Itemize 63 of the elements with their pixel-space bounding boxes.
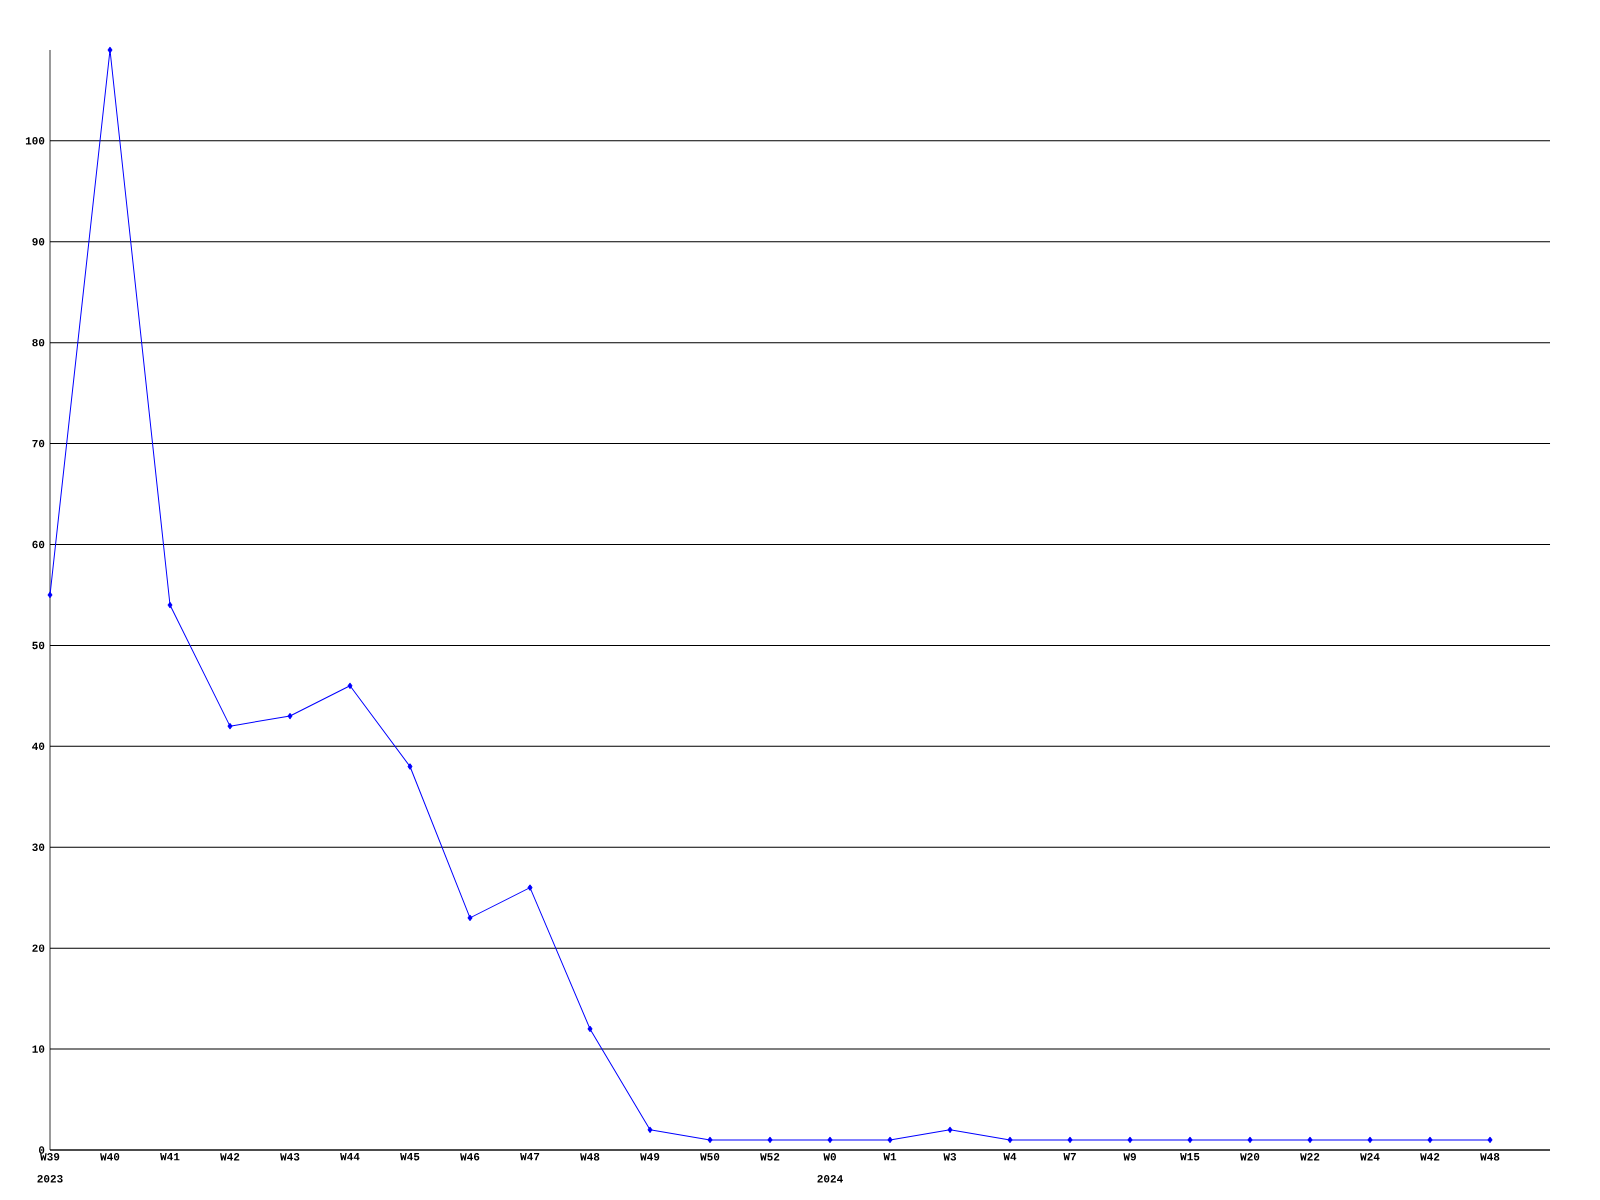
y-tick-label: 50 xyxy=(32,641,45,650)
x-tick-label: W42 xyxy=(220,1153,240,1161)
x-tick-label: W45 xyxy=(400,1153,420,1161)
point xyxy=(707,1136,713,1144)
x-tick-label: W9 xyxy=(1123,1153,1136,1161)
x-tick-label: W15 xyxy=(1180,1153,1200,1161)
x-tick-label: W43 xyxy=(280,1153,300,1161)
y-tick-label: 60 xyxy=(32,540,45,549)
y-tick-label: 80 xyxy=(32,338,45,347)
point xyxy=(887,1136,893,1144)
y-tick-label: 90 xyxy=(32,237,45,246)
x-tick-label: W3 xyxy=(943,1153,957,1161)
x-tick-label: W40 xyxy=(100,1153,120,1161)
x-tick-label: W22 xyxy=(1300,1153,1320,1161)
x-tick-label: W7 xyxy=(1063,1153,1076,1161)
x-tick-label: W39 xyxy=(40,1153,60,1161)
x-tick-label: W24 xyxy=(1360,1153,1380,1161)
x-tick-label: W52 xyxy=(760,1153,780,1161)
point xyxy=(587,1025,593,1032)
y-tick-label: 10 xyxy=(32,1045,45,1053)
text: 2024 xyxy=(817,1175,843,1183)
point xyxy=(647,1126,653,1133)
x-tick-label: W46 xyxy=(460,1153,480,1161)
point xyxy=(1007,1136,1013,1144)
point xyxy=(1487,1136,1493,1144)
point xyxy=(1427,1136,1433,1144)
x-tick-label: W1 xyxy=(883,1153,897,1161)
text: 2023 xyxy=(37,1175,63,1183)
point xyxy=(1187,1136,1193,1144)
point xyxy=(227,723,233,730)
point xyxy=(407,763,413,770)
y-tick-label: 0 xyxy=(38,1146,45,1154)
x-tick-label: W48 xyxy=(580,1153,600,1161)
point xyxy=(287,712,293,720)
point xyxy=(767,1136,773,1144)
point xyxy=(167,601,173,609)
x-tick-label: W44 xyxy=(340,1153,360,1161)
point xyxy=(107,46,113,54)
x-tick-label: W47 xyxy=(520,1153,540,1161)
point xyxy=(347,682,353,689)
y-tick-label: 20 xyxy=(32,944,45,952)
point xyxy=(947,1126,953,1133)
y-tick-label: 40 xyxy=(32,742,45,751)
point xyxy=(47,591,53,599)
point xyxy=(1247,1136,1253,1144)
x-tick-label: W49 xyxy=(640,1153,660,1161)
x-tick-label: W4 xyxy=(1003,1153,1017,1161)
point xyxy=(527,884,533,891)
y-tick-label: 70 xyxy=(32,439,45,448)
x-tick-label: W48 xyxy=(1480,1153,1500,1161)
y-tick-label: 100 xyxy=(25,137,45,145)
point xyxy=(1067,1136,1073,1144)
x-tick-label: W0 xyxy=(823,1153,836,1161)
x-tick-label: W20 xyxy=(1240,1153,1260,1161)
point xyxy=(467,914,473,921)
x-tick-label: W50 xyxy=(700,1153,720,1161)
x-tick-label: W41 xyxy=(160,1153,180,1161)
point xyxy=(1367,1136,1373,1144)
x-tick-label: W42 xyxy=(1420,1153,1440,1161)
point xyxy=(1127,1136,1133,1144)
point xyxy=(1307,1136,1313,1144)
y-tick-label: 30 xyxy=(32,843,45,851)
point xyxy=(827,1136,833,1144)
